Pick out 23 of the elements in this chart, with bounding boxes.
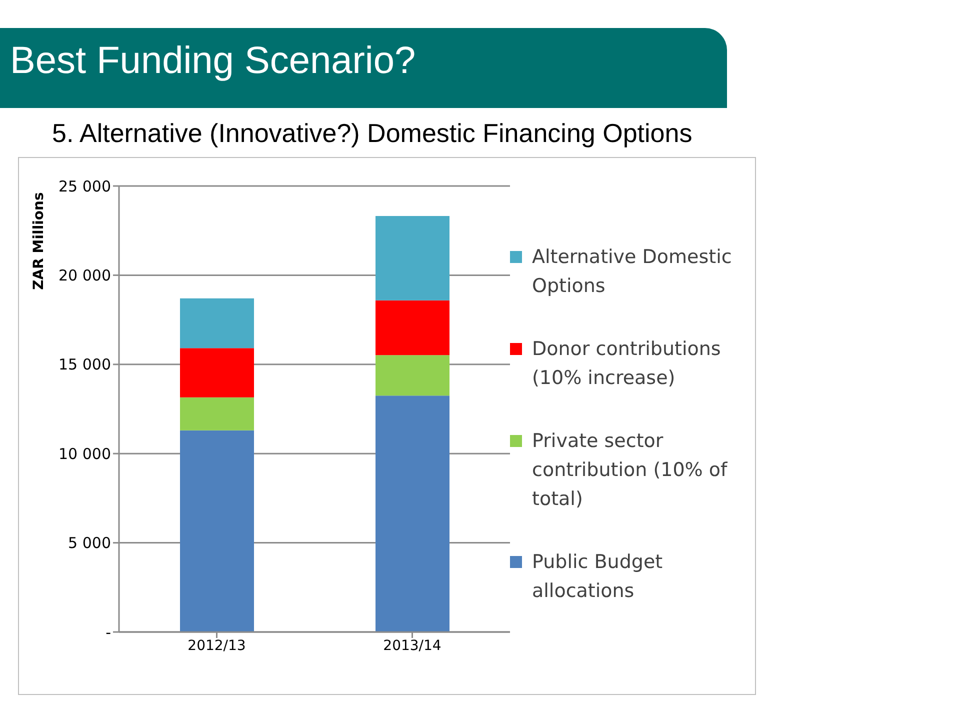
y-tick-label: 20 000 [58, 266, 111, 285]
bar [376, 396, 450, 632]
bar [180, 298, 254, 348]
legend-label: Private sector contribution (10% of total) [532, 428, 728, 512]
x-tick-label: 2013/14 [383, 638, 442, 654]
chart-title: Best Funding Scenario? [10, 40, 416, 83]
legend-label: Public Budget allocations [532, 550, 664, 604]
legend-label: Alternative Domestic Options [532, 244, 733, 298]
bar [180, 348, 254, 398]
bar [180, 430, 254, 632]
bar [180, 397, 254, 430]
y-tick-label: 15 000 [58, 356, 111, 374]
y-tick-label: 5 000 [68, 534, 111, 552]
y-tick-label: - [106, 623, 111, 642]
chart-subtitle: 5. Alternative (Innovative?) Domestic Financing Options [52, 118, 692, 149]
bar [376, 355, 450, 396]
y-axis-title: ZAR Millions [30, 192, 47, 290]
y-tick-label: 10 000 [58, 444, 111, 463]
bar [376, 300, 450, 356]
y-tick-label: 25 000 [58, 177, 111, 196]
x-tick-label: 2012/13 [188, 638, 246, 654]
legend-label: Donor contributions (10% increase) [532, 336, 722, 390]
bar [376, 216, 450, 300]
